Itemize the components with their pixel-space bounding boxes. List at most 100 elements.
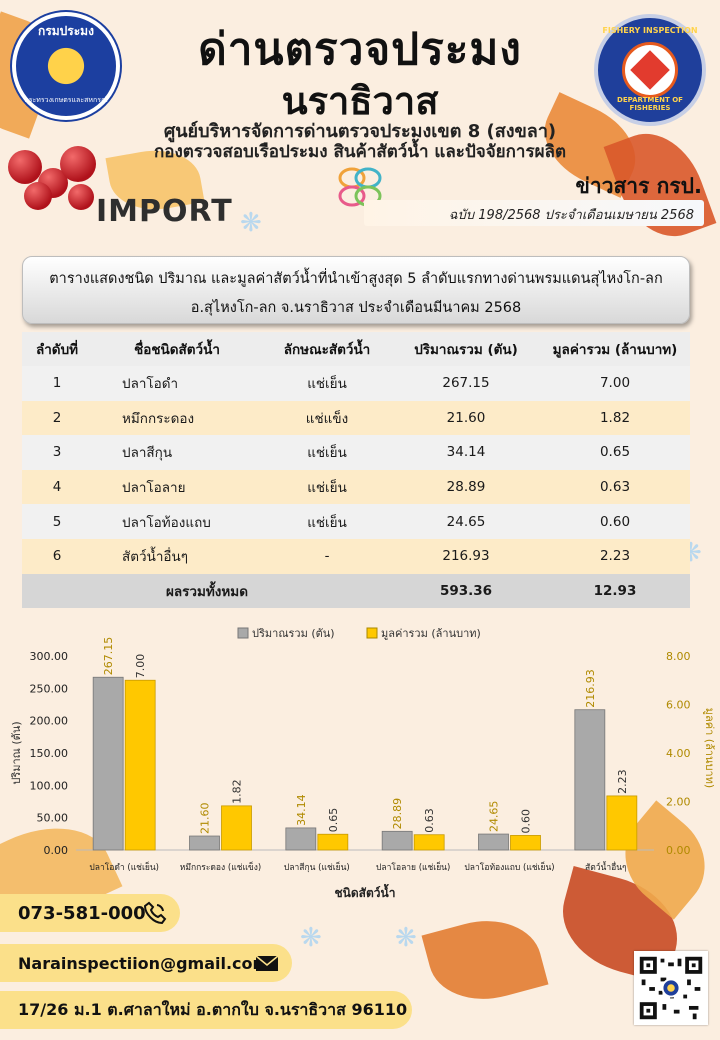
y-tick-label: 300.00 — [30, 650, 69, 663]
data-label-quantity: 28.89 — [391, 798, 404, 830]
bar-quantity — [285, 827, 317, 851]
cell-type: แช่เย็น — [262, 366, 392, 401]
total-quantity: 593.36 — [392, 573, 540, 608]
cell-value: 0.60 — [540, 504, 690, 539]
bar-quantity — [574, 709, 606, 851]
table-total-row: ผลรวมทั้งหมด 593.36 12.93 — [22, 573, 690, 608]
mail-icon — [255, 955, 279, 971]
bar-quantity — [92, 676, 124, 851]
phone-contact[interactable]: 073-581-000 — [0, 894, 180, 932]
legend-label-value: มูลค่ารวม (ล้านบาท) — [381, 627, 481, 640]
data-label-quantity: 21.60 — [199, 803, 212, 835]
phone-number[interactable]: 073-581-000 — [18, 902, 146, 924]
cell-rank: 6 — [22, 538, 92, 574]
table-row: 3 ปลาสีกุน แช่เย็น 34.14 0.65 — [22, 435, 690, 470]
cell-type: แช่เย็น — [262, 469, 392, 505]
legend-swatch-value — [366, 627, 378, 639]
section-label: IMPORT — [96, 194, 233, 229]
cell-species: ปลาสีกุน — [92, 435, 262, 470]
cell-type: แช่แข็ง — [262, 400, 392, 436]
qr-code[interactable] — [634, 951, 708, 1025]
email-contact[interactable]: Narainspectiion@gmail.com — [0, 944, 292, 982]
cell-rank: 3 — [22, 435, 92, 470]
data-label-value: 7.00 — [134, 654, 147, 679]
cell-species: หมึกกระดอง — [92, 400, 262, 436]
data-label-value: 2.23 — [616, 769, 629, 794]
y-tick-label: 250.00 — [30, 682, 69, 695]
caption-line-1: ตารางแสดงชนิด ปริมาณ และมูลค่าสัตว์น้ำที… — [49, 271, 663, 287]
table-row: 1 ปลาโอดำ แช่เย็น 267.15 7.00 — [22, 366, 690, 401]
total-value: 12.93 — [540, 573, 690, 608]
bar-value — [413, 834, 445, 851]
header-quantity: ปริมาณรวม (ตัน) — [392, 332, 540, 366]
table-caption: ตารางแสดงชนิด ปริมาณ และมูลค่าสัตว์น้ำที… — [22, 256, 690, 324]
bar-quantity — [478, 833, 509, 851]
cell-type: แช่เย็น — [262, 435, 392, 470]
center-name: ศูนย์บริหารจัดการด่านตรวจประมงเขต 8 (สงข… — [163, 121, 557, 142]
division-name: กองตรวจสอบเรือประมง สินค้าสัตว์น้ำ และปั… — [153, 142, 567, 162]
y-tick-label: 200.00 — [30, 715, 69, 728]
bar-value — [317, 833, 349, 851]
fishery-inspection-logo: FISHERY INSPECTION DEPARTMENT OF FISHERI… — [594, 14, 706, 126]
y-tick-label: 0.00 — [44, 844, 69, 857]
bar-value — [606, 795, 638, 851]
data-label-quantity: 267.15 — [102, 637, 115, 676]
table-row: 6 สัตว์น้ำอื่นๆ - 216.93 2.23 — [22, 538, 690, 574]
total-label: ผลรวมทั้งหมด — [22, 573, 392, 608]
data-label-quantity: 216.93 — [584, 669, 597, 708]
cell-quantity: 267.15 — [392, 366, 540, 401]
cell-quantity: 216.93 — [392, 538, 540, 574]
cell-value: 7.00 — [540, 366, 690, 401]
cell-rank: 2 — [22, 400, 92, 436]
header-species: ชื่อชนิดสัตว์น้ำ — [92, 332, 262, 366]
header-type: ลักษณะสัตว์น้ำ — [262, 332, 392, 366]
page-title: ด่านตรวจประมง — [198, 24, 522, 75]
data-label-value: 0.65 — [327, 808, 340, 833]
cell-value: 0.65 — [540, 435, 690, 470]
cell-quantity: 24.65 — [392, 504, 540, 539]
x-tick-label: ปลาโอลาย (แช่เย็น) — [376, 861, 450, 873]
data-label-value: 1.82 — [231, 779, 244, 804]
cell-quantity: 34.14 — [392, 435, 540, 470]
bar-quantity — [381, 830, 413, 851]
x-tick-label: ปลาโอท้องแถบ (แช่เย็น) — [464, 861, 554, 873]
address-text: 17/26 ม.1 ต.ศาลาใหม่ อ.ตากใบ จ.นราธิวาส … — [18, 999, 408, 1019]
y2-axis-title: มูลค่า (ล้านบาท) — [703, 708, 716, 788]
cell-species: ปลาโอดำ — [92, 366, 262, 401]
cell-rank: 5 — [22, 504, 92, 539]
y2-tick-label: 4.00 — [666, 747, 691, 760]
y-tick-label: 50.00 — [37, 812, 69, 825]
issue-bar: ฉบับ 198/2568 ประจำเดือนเมษายน 2568 — [364, 200, 704, 226]
header-rank: ลำดับที่ — [22, 332, 92, 366]
data-label-quantity: 34.14 — [295, 794, 308, 826]
x-tick-label: ปลาโอดำ (แช่เย็น) — [89, 861, 159, 873]
cell-value: 1.82 — [540, 400, 690, 436]
table-row: 4 ปลาโอลาย แช่เย็น 28.89 0.63 — [22, 469, 690, 505]
cell-type: แช่เย็น — [262, 504, 392, 539]
table-row: 5 ปลาโอท้องแถบ แช่เย็น 24.65 0.60 — [22, 504, 690, 539]
header-value: มูลค่ารวม (ล้านบาท) — [540, 332, 690, 366]
data-label-value: 0.60 — [520, 809, 533, 834]
cell-rank: 1 — [22, 366, 92, 401]
department-of-fisheries-logo: กรมประมง กระทรวงเกษตรและสหกรณ์ — [12, 12, 120, 120]
import-table: ลำดับที่ ชื่อชนิดสัตว์น้ำ ลักษณะสัตว์น้ำ… — [22, 332, 690, 608]
bar-value — [221, 805, 252, 851]
page-title-province: นราธิวาส — [281, 79, 439, 123]
y2-tick-label: 6.00 — [666, 699, 691, 712]
y-tick-label: 150.00 — [30, 747, 69, 760]
issue-number: ฉบับ 198/2568 ประจำเดือนเมษายน 2568 — [448, 208, 694, 223]
x-tick-label: ปลาสีกุน (แช่เย็น) — [284, 861, 350, 873]
data-label-value: 0.63 — [423, 808, 436, 833]
data-label-quantity: 24.65 — [488, 801, 501, 833]
bar-value — [510, 835, 541, 851]
email-address[interactable]: Narainspectiion@gmail.com — [18, 953, 270, 973]
bar-value — [124, 679, 156, 851]
y2-tick-label: 8.00 — [666, 650, 691, 663]
cell-rank: 4 — [22, 469, 92, 505]
legend-swatch-quantity — [237, 627, 249, 639]
cell-value: 0.63 — [540, 469, 690, 505]
bar-quantity — [189, 835, 220, 851]
y2-tick-label: 2.00 — [666, 796, 691, 809]
x-axis-title: ชนิดสัตว์น้ำ — [335, 883, 396, 900]
cell-quantity: 28.89 — [392, 469, 540, 505]
